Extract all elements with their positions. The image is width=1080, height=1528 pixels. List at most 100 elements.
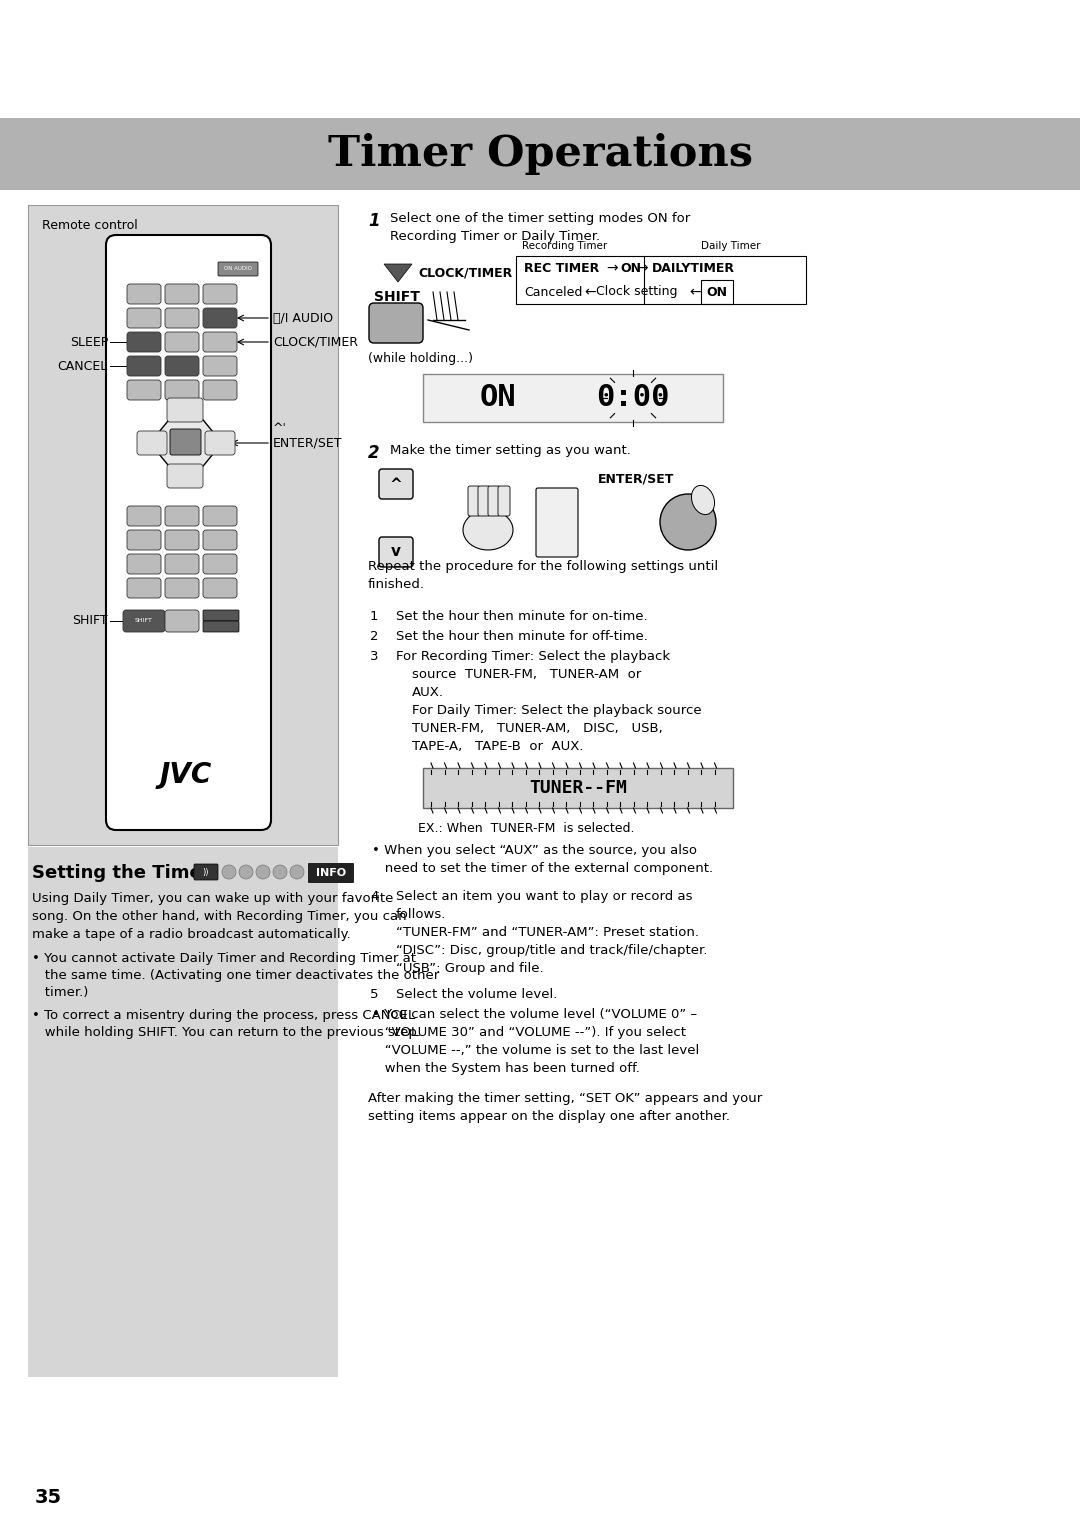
- Text: TAPE-A,   TAPE-B  or  AUX.: TAPE-A, TAPE-B or AUX.: [411, 740, 583, 753]
- Text: timer.): timer.): [32, 986, 89, 999]
- Bar: [28, 205, 338, 845]
- FancyBboxPatch shape: [369, 303, 423, 342]
- Text: For Recording Timer: Select the playback: For Recording Timer: Select the playback: [396, 649, 670, 663]
- FancyBboxPatch shape: [203, 284, 237, 304]
- Text: finished.: finished.: [368, 578, 426, 591]
- Text: ON: ON: [480, 384, 516, 413]
- Text: →: →: [636, 261, 648, 275]
- Text: After making the timer setting, “SET OK” appears and your: After making the timer setting, “SET OK”…: [368, 1093, 762, 1105]
- FancyBboxPatch shape: [468, 486, 480, 516]
- Text: 1: 1: [368, 212, 380, 231]
- Circle shape: [256, 865, 270, 879]
- FancyBboxPatch shape: [308, 863, 354, 883]
- Text: SHIFT: SHIFT: [135, 619, 153, 623]
- FancyBboxPatch shape: [203, 610, 239, 620]
- FancyBboxPatch shape: [203, 332, 237, 351]
- FancyBboxPatch shape: [123, 610, 165, 633]
- Text: Timer Operations: Timer Operations: [327, 133, 753, 176]
- FancyBboxPatch shape: [167, 397, 203, 422]
- FancyBboxPatch shape: [165, 530, 199, 550]
- FancyBboxPatch shape: [167, 465, 203, 487]
- FancyBboxPatch shape: [203, 620, 239, 633]
- FancyBboxPatch shape: [137, 431, 167, 455]
- Text: Repeat the procedure for the following settings until: Repeat the procedure for the following s…: [368, 559, 718, 573]
- Text: ←: ←: [689, 286, 701, 299]
- Polygon shape: [150, 399, 222, 487]
- Circle shape: [273, 865, 287, 879]
- Text: Set the hour then minute for off-time.: Set the hour then minute for off-time.: [396, 630, 648, 643]
- Text: Daily Timer: Daily Timer: [701, 241, 760, 251]
- Text: INFO: INFO: [316, 868, 346, 879]
- FancyBboxPatch shape: [165, 506, 199, 526]
- Text: Select an item you want to play or record as: Select an item you want to play or recor…: [396, 889, 692, 903]
- FancyBboxPatch shape: [127, 578, 161, 597]
- Text: TUNER--FM: TUNER--FM: [529, 779, 626, 798]
- Bar: [423, 769, 733, 808]
- Text: CLOCK/TIMER: CLOCK/TIMER: [418, 266, 512, 280]
- FancyBboxPatch shape: [205, 431, 235, 455]
- Text: →: →: [606, 261, 618, 275]
- FancyBboxPatch shape: [498, 486, 510, 516]
- Text: Using Daily Timer, you can wake up with your favorite: Using Daily Timer, you can wake up with …: [32, 892, 393, 905]
- Text: “USB”: Group and file.: “USB”: Group and file.: [396, 963, 543, 975]
- FancyBboxPatch shape: [203, 356, 237, 376]
- Text: ON AUDIO: ON AUDIO: [224, 266, 252, 272]
- FancyBboxPatch shape: [488, 486, 500, 516]
- Text: Canceled: Canceled: [524, 286, 582, 298]
- FancyBboxPatch shape: [127, 530, 161, 550]
- FancyBboxPatch shape: [536, 487, 578, 558]
- Text: 5: 5: [370, 989, 378, 1001]
- Text: For Daily Timer: Select the playback source: For Daily Timer: Select the playback sou…: [411, 704, 702, 717]
- Text: ENTER/SET: ENTER/SET: [598, 472, 674, 484]
- Text: when the System has been turned off.: when the System has been turned off.: [372, 1062, 639, 1076]
- FancyBboxPatch shape: [165, 356, 199, 376]
- Bar: [701, 280, 733, 304]
- Text: EX.: When  TUNER-FM  is selected.: EX.: When TUNER-FM is selected.: [418, 822, 635, 834]
- FancyBboxPatch shape: [127, 309, 161, 329]
- Text: Setting the Timer: Setting the Timer: [32, 863, 211, 882]
- Ellipse shape: [691, 486, 715, 515]
- Bar: [28, 847, 338, 1377]
- Text: REC TIMER: REC TIMER: [524, 261, 599, 275]
- Text: ON: ON: [706, 286, 728, 298]
- FancyBboxPatch shape: [203, 506, 237, 526]
- Circle shape: [660, 494, 716, 550]
- FancyBboxPatch shape: [127, 356, 161, 376]
- Ellipse shape: [463, 510, 513, 550]
- Text: CANCEL: CANCEL: [57, 359, 108, 373]
- Bar: [0, 118, 1080, 189]
- FancyBboxPatch shape: [379, 536, 413, 567]
- FancyBboxPatch shape: [127, 332, 161, 351]
- Text: 0:00: 0:00: [596, 384, 670, 413]
- Text: CLOCK/TIMER: CLOCK/TIMER: [273, 336, 357, 348]
- Text: 1: 1: [370, 610, 378, 623]
- FancyBboxPatch shape: [127, 555, 161, 575]
- Text: Select one of the timer setting modes ON for: Select one of the timer setting modes ON…: [390, 212, 690, 225]
- Text: • You can select the volume level (“VOLUME 0” –: • You can select the volume level (“VOLU…: [372, 1008, 697, 1021]
- Text: (while holding...): (while holding...): [368, 351, 473, 365]
- Text: Remote control: Remote control: [42, 219, 138, 232]
- Text: “TUNER-FM” and “TUNER-AM”: Preset station.: “TUNER-FM” and “TUNER-AM”: Preset statio…: [396, 926, 699, 940]
- Text: SHIFT: SHIFT: [72, 614, 108, 628]
- Polygon shape: [384, 264, 411, 283]
- FancyBboxPatch shape: [203, 309, 237, 329]
- Text: 35: 35: [35, 1488, 63, 1507]
- FancyBboxPatch shape: [203, 380, 237, 400]
- Text: ⏻/I AUDIO: ⏻/I AUDIO: [273, 312, 333, 324]
- FancyBboxPatch shape: [203, 530, 237, 550]
- Text: Select the volume level.: Select the volume level.: [396, 989, 557, 1001]
- Text: Recording Timer or Daily Timer.: Recording Timer or Daily Timer.: [390, 231, 600, 243]
- Text: AUX.: AUX.: [411, 686, 444, 698]
- Text: 2: 2: [370, 630, 378, 643]
- Text: 3: 3: [370, 649, 378, 663]
- Bar: [516, 257, 806, 304]
- Text: “VOLUME 30” and “VOLUME --”). If you select: “VOLUME 30” and “VOLUME --”). If you sel…: [372, 1025, 686, 1039]
- Text: )): )): [203, 868, 210, 877]
- FancyBboxPatch shape: [165, 555, 199, 575]
- FancyBboxPatch shape: [165, 380, 199, 400]
- FancyBboxPatch shape: [106, 235, 271, 830]
- Text: DAILYTIMER: DAILYTIMER: [652, 261, 735, 275]
- Text: while holding SHIFT. You can return to the previous step.: while holding SHIFT. You can return to t…: [32, 1025, 421, 1039]
- Text: 4: 4: [370, 889, 378, 903]
- Text: “VOLUME --,” the volume is set to the last level: “VOLUME --,” the volume is set to the la…: [372, 1044, 699, 1057]
